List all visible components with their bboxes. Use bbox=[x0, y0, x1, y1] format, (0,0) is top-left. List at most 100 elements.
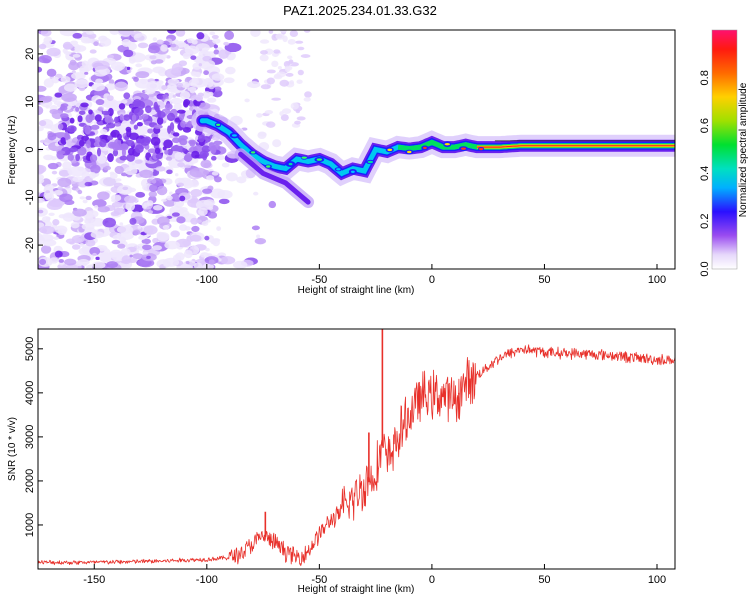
noise-blob bbox=[101, 110, 111, 116]
noise-blob bbox=[160, 44, 168, 52]
noise-blob bbox=[152, 245, 162, 251]
noise-blob bbox=[208, 259, 215, 265]
noise-blob bbox=[202, 188, 213, 194]
noise-blob bbox=[85, 139, 91, 149]
noise-blob bbox=[39, 139, 47, 143]
noise-blob bbox=[202, 263, 215, 269]
noise-blob bbox=[69, 117, 75, 124]
noise-blob bbox=[95, 256, 100, 261]
noise-blob bbox=[51, 76, 60, 84]
noise-blob bbox=[177, 182, 184, 187]
noise-blob bbox=[116, 231, 134, 241]
noise-blob bbox=[247, 81, 261, 89]
noise-blob bbox=[125, 201, 136, 212]
noise-blob bbox=[285, 72, 294, 77]
noise-blob bbox=[153, 124, 163, 129]
noise-blob bbox=[191, 71, 201, 77]
noise-blob bbox=[186, 37, 195, 44]
noise-blob bbox=[152, 37, 158, 42]
noise-blob bbox=[135, 63, 143, 68]
noise-blob bbox=[47, 132, 57, 141]
noise-blob bbox=[112, 235, 121, 240]
noise-blob bbox=[155, 153, 163, 160]
noise-blob bbox=[272, 139, 282, 148]
noise-blob bbox=[64, 83, 77, 92]
noise-blob bbox=[45, 216, 51, 221]
noise-blob bbox=[251, 225, 260, 231]
noise-blob bbox=[102, 217, 117, 228]
x-tick-label: 50 bbox=[538, 574, 550, 586]
noise-blob bbox=[107, 153, 114, 163]
noise-blob bbox=[47, 162, 59, 170]
noise-blob bbox=[147, 128, 154, 134]
noise-blob bbox=[148, 191, 158, 198]
noise-blob bbox=[100, 37, 112, 47]
noise-blob bbox=[38, 120, 47, 127]
noise-blob bbox=[190, 55, 197, 60]
noise-blob bbox=[57, 186, 63, 190]
noise-blob bbox=[133, 107, 144, 116]
y-tick-label: 1000 bbox=[24, 513, 36, 537]
noise-blob bbox=[170, 43, 177, 48]
noise-blob bbox=[91, 60, 110, 70]
noise-blob bbox=[81, 223, 95, 231]
noise-blob bbox=[205, 247, 210, 252]
noise-blob bbox=[176, 216, 186, 224]
noise-blob bbox=[129, 217, 137, 225]
noise-blob bbox=[253, 191, 259, 196]
noise-blob bbox=[188, 139, 197, 145]
spectrogram-y-ticks: -20 -10 0 10 20 bbox=[24, 48, 43, 253]
noise-blob bbox=[128, 56, 136, 64]
noise-blob bbox=[42, 239, 57, 247]
x-tick-label: 0 bbox=[429, 574, 435, 586]
noise-blob bbox=[88, 109, 93, 115]
noise-blob bbox=[150, 136, 161, 146]
noise-blob bbox=[144, 87, 156, 95]
noise-blob bbox=[46, 68, 57, 77]
noise-blob bbox=[53, 236, 59, 241]
noise-blob bbox=[57, 123, 64, 130]
noise-blob bbox=[287, 55, 293, 60]
y-tick-label: -20 bbox=[24, 237, 36, 253]
noise-blob bbox=[137, 225, 142, 229]
noise-blob bbox=[143, 225, 158, 235]
noise-blob bbox=[189, 167, 208, 178]
x-tick-label: 100 bbox=[648, 574, 666, 586]
noise-blob bbox=[250, 30, 261, 38]
noise-blob bbox=[179, 90, 191, 100]
noise-blob bbox=[156, 231, 170, 242]
noise-blob bbox=[59, 30, 77, 37]
noise-blob bbox=[218, 49, 229, 59]
noise-blob bbox=[116, 184, 133, 195]
noise-blob bbox=[123, 92, 131, 100]
noise-blob bbox=[118, 103, 126, 110]
ridge-blob-core bbox=[478, 147, 484, 151]
chart-title: PAZ1.2025.234.01.33.G32 bbox=[283, 3, 437, 18]
noise-blob bbox=[190, 189, 203, 197]
noise-blob bbox=[180, 120, 186, 128]
noise-blob bbox=[110, 249, 123, 258]
noise-blob bbox=[85, 239, 96, 247]
noise-blob bbox=[148, 210, 153, 214]
noise-blob bbox=[256, 113, 263, 118]
noise-blob bbox=[284, 65, 291, 73]
noise-blob bbox=[280, 114, 289, 122]
ridge-blob-core bbox=[265, 165, 271, 168]
noise-blob bbox=[52, 219, 60, 226]
noise-blob bbox=[216, 226, 222, 232]
noise-blob bbox=[171, 212, 180, 217]
noise-blob bbox=[232, 260, 248, 269]
noise-blob bbox=[268, 30, 274, 34]
ridge-blob-core bbox=[423, 146, 427, 150]
noise-blob bbox=[202, 152, 208, 161]
noise-blob bbox=[191, 150, 200, 159]
noise-blob bbox=[118, 30, 134, 36]
noise-blob bbox=[216, 155, 225, 161]
noise-blob bbox=[114, 116, 119, 124]
noise-blob bbox=[196, 32, 205, 40]
noise-blob bbox=[146, 200, 154, 207]
y-tick-label: 5000 bbox=[24, 337, 36, 361]
noise-blob bbox=[297, 69, 304, 76]
noise-blob bbox=[200, 252, 210, 258]
noise-blob bbox=[136, 138, 143, 144]
